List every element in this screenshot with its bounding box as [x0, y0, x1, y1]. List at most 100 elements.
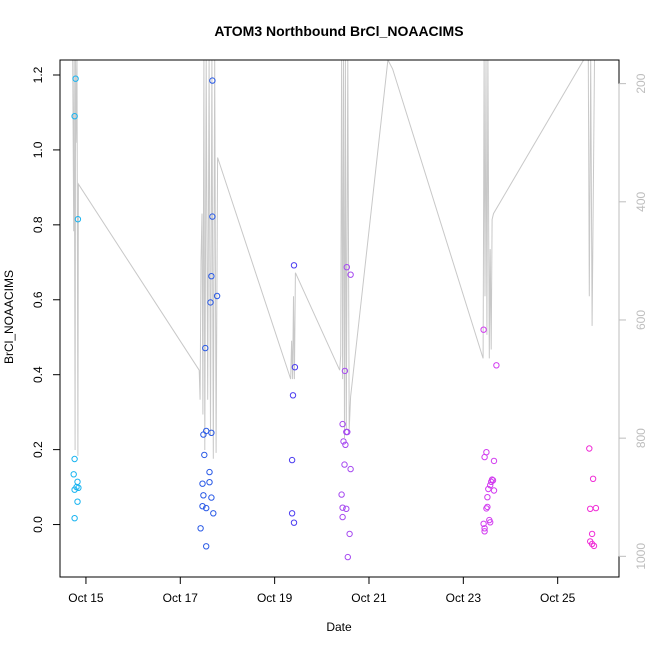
data-point	[202, 344, 209, 352]
data-point	[210, 510, 217, 517]
pressure-series	[72, 60, 595, 459]
data-point	[588, 530, 596, 538]
data-point	[487, 519, 494, 526]
y-tick-label: 0.0	[31, 516, 45, 533]
data-point	[346, 530, 353, 538]
data-point	[480, 326, 487, 333]
data-point	[197, 525, 204, 532]
data-point	[488, 478, 495, 485]
data-point	[199, 480, 206, 487]
data-point	[74, 216, 82, 223]
data-point	[71, 515, 78, 522]
data-point	[347, 271, 354, 278]
data-point	[209, 213, 216, 220]
data-point	[290, 262, 298, 269]
data-point	[590, 542, 598, 550]
data-point	[342, 441, 349, 448]
brcl-series	[70, 75, 600, 561]
data-point	[199, 503, 206, 510]
data-point	[206, 479, 213, 486]
data-point	[213, 292, 221, 300]
data-point	[208, 273, 215, 280]
data-point	[339, 504, 346, 511]
data-point	[340, 438, 347, 445]
data-point	[289, 392, 297, 399]
pressure-line	[72, 60, 595, 459]
data-point	[71, 455, 78, 463]
data-point	[206, 468, 213, 476]
y-axis-label: BrCl_NOAACIMS	[2, 270, 16, 364]
data-point	[203, 543, 210, 550]
data-point	[203, 504, 210, 512]
x-tick-label: Oct 23	[446, 591, 482, 605]
right-tick-label: 200	[634, 73, 648, 93]
y-tick-label: 1.2	[31, 66, 45, 83]
x-tick-label: Oct 15	[68, 591, 104, 605]
data-point	[481, 525, 488, 532]
data-point	[208, 494, 215, 501]
y-tick-label: 0.4	[31, 366, 45, 383]
data-point	[489, 477, 497, 484]
right-tick-label: 400	[634, 191, 648, 211]
chart-title: ATOM3 Northbound BrCl_NOAACIMS	[214, 23, 463, 39]
data-point	[483, 505, 490, 512]
data-point	[291, 364, 299, 371]
y-tick-label: 1.0	[31, 141, 45, 158]
data-point	[490, 487, 498, 494]
x-tick-label: Oct 25	[540, 591, 576, 605]
data-point	[201, 451, 208, 459]
data-point	[483, 449, 490, 456]
data-point	[72, 75, 79, 82]
data-point	[209, 77, 216, 84]
y-tick-label: 0.6	[31, 291, 45, 308]
data-point	[344, 553, 351, 561]
data-point	[343, 264, 350, 271]
x-tick-label: Oct 19	[257, 591, 293, 605]
data-point	[70, 471, 77, 478]
x-axis-label: Date	[326, 620, 352, 634]
right-tick-label: 600	[634, 310, 648, 330]
data-point	[347, 465, 354, 473]
y-tick-label: 0.2	[31, 441, 45, 458]
data-point	[341, 367, 349, 375]
data-point	[487, 482, 494, 489]
data-point	[480, 520, 487, 527]
data-point	[481, 528, 488, 535]
data-point	[339, 420, 346, 428]
data-point	[484, 494, 491, 501]
data-point	[588, 540, 596, 548]
data-point	[339, 513, 346, 521]
data-point	[338, 491, 345, 498]
data-point	[200, 492, 207, 499]
data-point	[587, 505, 594, 512]
data-point	[484, 503, 491, 511]
right-tick-label: 800	[634, 428, 648, 448]
data-point	[74, 498, 81, 505]
data-point	[74, 478, 81, 485]
data-point	[589, 475, 597, 482]
right-tick-label: 1000	[634, 543, 648, 570]
x-tick-label: Oct 21	[351, 591, 387, 605]
plot-frame	[59, 59, 620, 578]
right-axis: 200 400 600 800 1000	[618, 73, 648, 570]
y-axis: 0.0 0.2 0.4 0.6 0.8 1.0 1.2	[31, 66, 60, 533]
data-point	[490, 457, 498, 465]
data-point	[207, 299, 214, 306]
data-point	[75, 484, 82, 491]
data-point	[290, 519, 298, 526]
data-point	[208, 429, 215, 436]
data-point	[288, 456, 296, 464]
x-tick-label: Oct 17	[163, 591, 199, 605]
data-point	[344, 428, 351, 436]
data-point	[288, 510, 296, 517]
data-point	[341, 461, 348, 468]
data-point	[493, 362, 500, 369]
data-point	[71, 113, 78, 120]
data-point	[592, 504, 600, 512]
data-point	[586, 445, 593, 452]
data-point	[343, 505, 350, 512]
data-point	[485, 485, 492, 493]
y-tick-label: 0.8	[31, 216, 45, 233]
x-axis: Oct 15 Oct 17 Oct 19 Oct 21 Oct 23 Oct 25	[68, 577, 576, 605]
